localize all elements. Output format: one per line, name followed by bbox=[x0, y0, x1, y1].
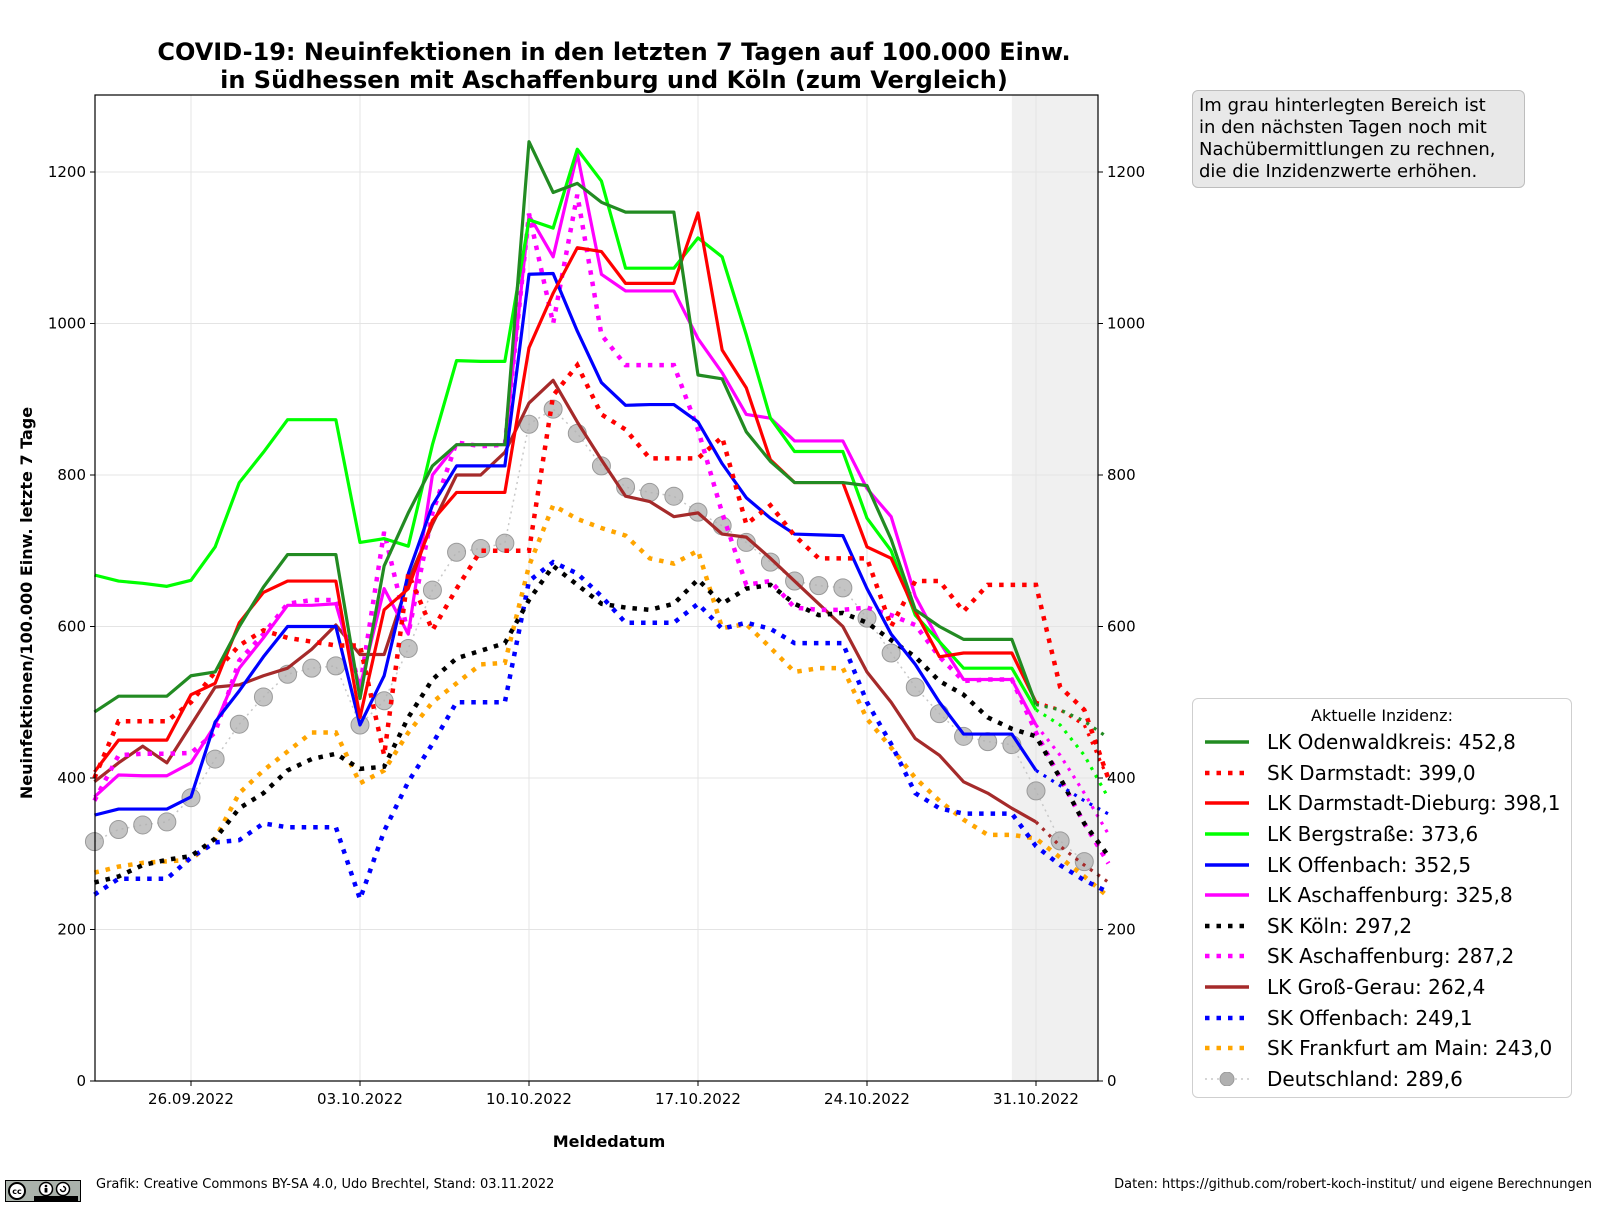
data-point bbox=[955, 727, 973, 745]
data-point bbox=[327, 657, 345, 675]
data-point bbox=[158, 813, 176, 831]
x-tick-label: 26.09.2022 bbox=[148, 1090, 234, 1108]
y-tick-label-right: 0 bbox=[1107, 1072, 1117, 1090]
note-line: Nachübermittlungen zu rechnen, bbox=[1199, 139, 1518, 161]
cc-by-sa-logo: cc bbox=[5, 1180, 81, 1202]
data-point bbox=[472, 539, 490, 557]
legend-label: LK Odenwaldkreis: 452,8 bbox=[1267, 730, 1516, 754]
y-tick-label-right: 1200 bbox=[1107, 163, 1145, 181]
legend-item: LK Darmstadt-Dieburg: 398,1 bbox=[1193, 788, 1571, 819]
data-point bbox=[665, 487, 683, 505]
legend-swatch bbox=[1203, 735, 1251, 749]
data-point bbox=[810, 577, 828, 595]
y-tick-label-left: 1000 bbox=[48, 315, 86, 333]
legend-label: SK Darmstadt: 399,0 bbox=[1267, 761, 1476, 785]
data-point bbox=[1027, 782, 1045, 800]
legend-label: SK Offenbach: 249,1 bbox=[1267, 1006, 1473, 1030]
data-point bbox=[834, 579, 852, 597]
legend-label: SK Köln: 297,2 bbox=[1267, 914, 1412, 938]
data-point bbox=[858, 609, 876, 627]
data-point bbox=[134, 816, 152, 834]
data-point bbox=[906, 678, 924, 696]
y-tick-label-right: 600 bbox=[1107, 618, 1136, 636]
y-tick-label-left: 400 bbox=[57, 769, 86, 787]
legend-item: SK Darmstadt: 399,0 bbox=[1193, 758, 1571, 789]
x-tick-label: 24.10.2022 bbox=[824, 1090, 910, 1108]
legend-item: LK Odenwaldkreis: 452,8 bbox=[1193, 727, 1571, 758]
y-tick-label-left: 600 bbox=[57, 618, 86, 636]
legend-item: LK Aschaffenburg: 325,8 bbox=[1193, 880, 1571, 911]
legend-swatch bbox=[1203, 980, 1251, 994]
legend-item: SK Köln: 297,2 bbox=[1193, 911, 1571, 942]
footer-credit: Grafik: Creative Commons BY-SA 4.0, Udo … bbox=[96, 1177, 554, 1192]
legend-item: SK Aschaffenburg: 287,2 bbox=[1193, 941, 1571, 972]
data-point bbox=[230, 715, 248, 733]
data-point bbox=[1075, 853, 1093, 871]
svg-text:cc: cc bbox=[12, 1187, 22, 1196]
x-tick-label: 03.10.2022 bbox=[317, 1090, 403, 1108]
x-tick-label: 31.10.2022 bbox=[993, 1090, 1079, 1108]
legend-marker bbox=[1220, 1072, 1234, 1086]
legend-label: SK Aschaffenburg: 287,2 bbox=[1267, 944, 1514, 968]
data-point bbox=[254, 688, 272, 706]
legend-item: LK Offenbach: 352,5 bbox=[1193, 849, 1571, 880]
y-tick-label-right: 800 bbox=[1107, 466, 1136, 484]
chart-subtitle: in Südhessen mit Aschaffenburg und Köln … bbox=[220, 66, 1008, 94]
data-point bbox=[1051, 832, 1069, 850]
note-line: Im grau hinterlegten Bereich ist bbox=[1199, 95, 1518, 117]
y-tick-label-right: 200 bbox=[1107, 921, 1136, 939]
note-box: Im grau hinterlegten Bereich ist in den … bbox=[1192, 90, 1525, 188]
note-line: in den nächsten Tagen noch mit bbox=[1199, 117, 1518, 139]
data-point bbox=[930, 705, 948, 723]
legend-swatch bbox=[1203, 827, 1251, 841]
data-point bbox=[882, 644, 900, 662]
data-point bbox=[399, 639, 417, 657]
legend-swatch bbox=[1203, 949, 1251, 963]
x-tick-label: 10.10.2022 bbox=[486, 1090, 572, 1108]
legend-item: SK Frankfurt am Main: 243,0 bbox=[1193, 1033, 1571, 1064]
y-tick-label-left: 200 bbox=[57, 921, 86, 939]
legend-label: Deutschland: 289,6 bbox=[1267, 1067, 1463, 1091]
y-tick-label-right: 1000 bbox=[1107, 315, 1145, 333]
legend-swatch bbox=[1203, 1011, 1251, 1025]
data-point bbox=[206, 750, 224, 768]
legend-label: SK Frankfurt am Main: 243,0 bbox=[1267, 1036, 1552, 1060]
chart-title: COVID-19: Neuinfektionen in den letzten … bbox=[157, 38, 1070, 66]
legend-item: SK Offenbach: 249,1 bbox=[1193, 1002, 1571, 1033]
legend-label: LK Darmstadt-Dieburg: 398,1 bbox=[1267, 791, 1560, 815]
legend-title: Aktuelle Inzidenz: bbox=[1193, 705, 1571, 727]
legend-swatch bbox=[1203, 1041, 1251, 1055]
data-point bbox=[110, 821, 128, 839]
y-tick-label-right: 400 bbox=[1107, 769, 1136, 787]
legend-swatch bbox=[1203, 1072, 1251, 1086]
data-point bbox=[303, 659, 321, 677]
legend-label: LK Aschaffenburg: 325,8 bbox=[1267, 883, 1513, 907]
legend-swatch bbox=[1203, 766, 1251, 780]
legend-item: LK Groß-Gerau: 262,4 bbox=[1193, 972, 1571, 1003]
legend-label: LK Bergstraße: 373,6 bbox=[1267, 822, 1478, 846]
x-axis-label: Meldedatum bbox=[553, 1132, 666, 1151]
y-tick-label-left: 1200 bbox=[48, 163, 86, 181]
data-point bbox=[423, 581, 441, 599]
footer-source: Daten: https://github.com/robert-koch-in… bbox=[1114, 1177, 1592, 1192]
legend-swatch bbox=[1203, 919, 1251, 933]
data-point bbox=[448, 543, 466, 561]
note-line: die die Inzidenzwerte erhöhen. bbox=[1199, 161, 1518, 183]
legend-item: Deutschland: 289,6 bbox=[1193, 1064, 1571, 1095]
shaded-region bbox=[1012, 95, 1098, 1081]
y-axis-label: Neuinfektionen/100.000 Einw. letzte 7 Ta… bbox=[17, 407, 36, 799]
x-tick-label: 17.10.2022 bbox=[655, 1090, 741, 1108]
legend-swatch bbox=[1203, 796, 1251, 810]
legend: Aktuelle Inzidenz: LK Odenwaldkreis: 452… bbox=[1192, 698, 1572, 1098]
y-tick-label-left: 800 bbox=[57, 466, 86, 484]
legend-swatch bbox=[1203, 858, 1251, 872]
y-tick-label-left: 0 bbox=[76, 1072, 86, 1090]
legend-swatch bbox=[1203, 888, 1251, 902]
legend-item: LK Bergstraße: 373,6 bbox=[1193, 819, 1571, 850]
legend-label: LK Groß-Gerau: 262,4 bbox=[1267, 975, 1485, 999]
legend-label: LK Offenbach: 352,5 bbox=[1267, 853, 1471, 877]
